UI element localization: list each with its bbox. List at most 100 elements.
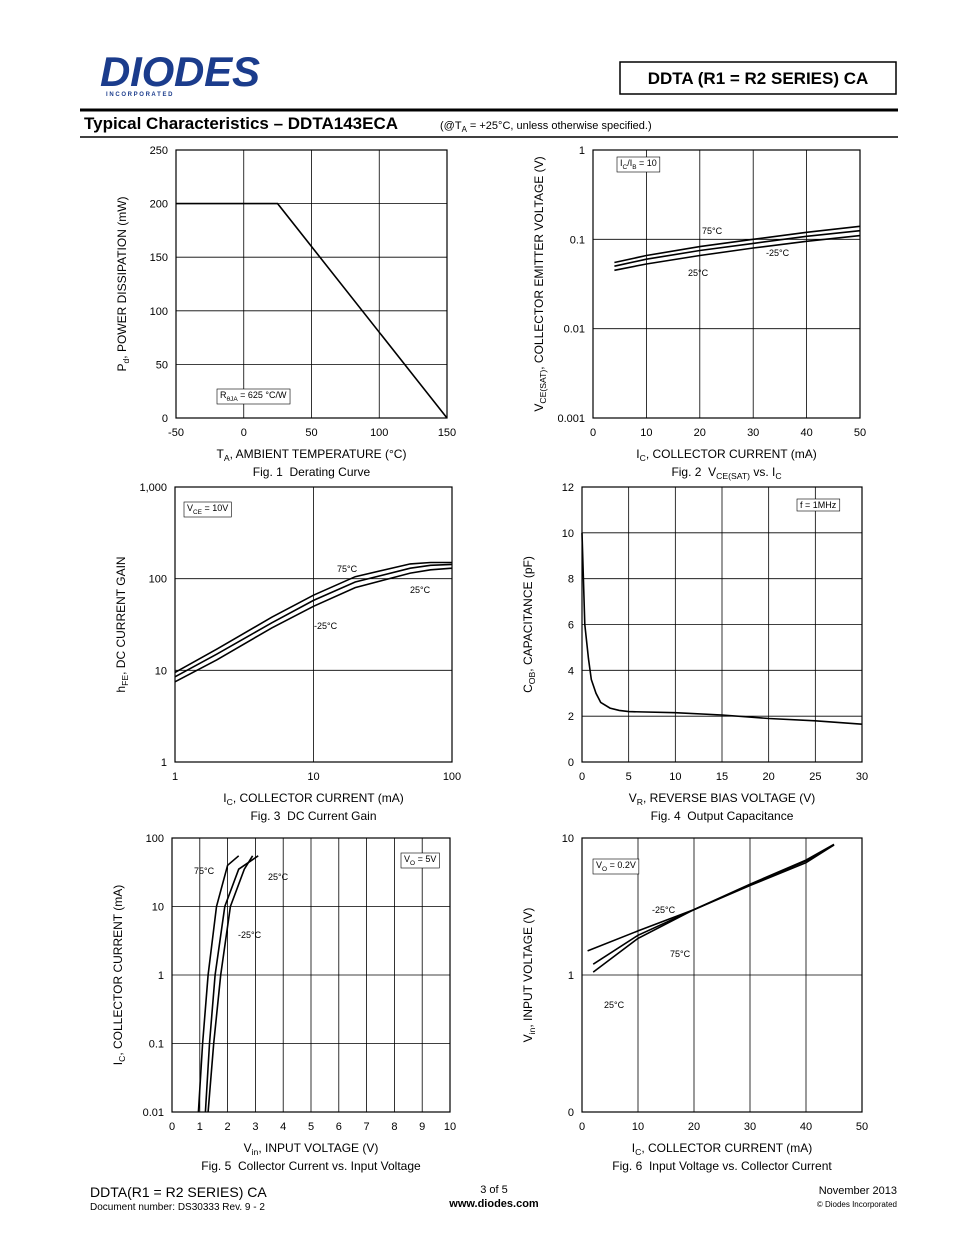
series-line <box>614 234 861 272</box>
y-tick-label: 100 <box>146 833 164 845</box>
y-tick-label: 1 <box>579 145 585 157</box>
x-tick-label: 100 <box>370 427 388 439</box>
series-label: 75°C <box>194 866 215 876</box>
annotation: f = 1MHz <box>800 500 837 510</box>
x-tick-label: 0 <box>169 1121 175 1133</box>
x-tick-label: 0 <box>579 771 585 783</box>
section-condition-part: A <box>462 125 468 134</box>
caption: Fig. 2 VCE(SAT) vs. IC <box>671 465 781 481</box>
x-tick-label: 1 <box>197 1121 203 1133</box>
section-condition-part: = +25°C, unless otherwise specified.) <box>467 120 652 132</box>
annotation-part: O <box>602 866 607 873</box>
x-axis-label-part: T <box>217 447 225 461</box>
series-line <box>204 855 259 1113</box>
x-tick-label: 5 <box>308 1121 314 1133</box>
y-axis-label-part: , COLLECTOR EMITTER VOLTAGE (V) <box>532 156 546 369</box>
y-tick-label: 0 <box>162 413 168 425</box>
x-axis-label-part: C <box>227 797 233 807</box>
x-tick-label: 15 <box>716 771 728 783</box>
series-line <box>614 225 861 264</box>
x-axis-label-part: A <box>224 453 230 463</box>
y-tick-label: 1 <box>568 970 574 982</box>
caption: Fig. 4 Output Capacitance <box>651 809 794 823</box>
x-tick-label: -50 <box>168 427 184 439</box>
x-axis-label-part: , INPUT VOLTAGE (V) <box>258 1141 378 1155</box>
y-axis-label-part: CE(SAT) <box>538 370 548 404</box>
y-tick-label: 150 <box>150 252 168 264</box>
y-axis-label-part: , POWER DISSIPATION (mW) <box>115 196 129 358</box>
y-axis-label: hFE, DC CURRENT GAIN <box>114 556 130 692</box>
annotation-box <box>400 852 440 869</box>
series-line <box>207 855 254 1113</box>
section-condition-part: (@T <box>440 120 462 132</box>
caption: Fig. 3 DC Current Gain <box>250 809 376 823</box>
x-tick-label: 40 <box>800 1121 812 1133</box>
x-tick-label: 0 <box>579 1121 585 1133</box>
y-tick-label: 0.1 <box>570 234 585 246</box>
x-tick-label: 30 <box>856 771 868 783</box>
annotation-box <box>796 498 841 512</box>
logo-sub: I N C O R P O R A T E D <box>106 92 173 98</box>
x-axis-label-part: in <box>252 1147 259 1157</box>
y-tick-label: 12 <box>562 482 574 494</box>
title-box <box>619 61 897 95</box>
annotation-part: B <box>632 164 636 171</box>
x-tick-label: 1 <box>172 771 178 783</box>
x-axis-label-part: , REVERSE BIAS VOLTAGE (V) <box>643 791 815 805</box>
x-axis-label: IC, COLLECTOR CURRENT (mA) <box>636 447 816 463</box>
y-axis-label-part: FE <box>120 675 130 686</box>
plot-area <box>592 149 861 419</box>
annotation-part: C <box>623 164 628 171</box>
series-label: 25°C <box>410 585 431 595</box>
caption-part: C <box>775 471 781 481</box>
annotation: VO = 5V <box>404 854 436 867</box>
series-label: 25°C <box>604 1000 625 1010</box>
annotation: RθJA = 625 °C/W <box>220 390 287 403</box>
y-tick-label: 0.001 <box>557 413 585 425</box>
x-tick-label: 50 <box>856 1121 868 1133</box>
x-axis-label-part: V <box>629 791 637 805</box>
figure: 0 10 20 30 40 500.0010.010.1175°C25°C-25°CIC/… <box>532 145 866 481</box>
annotation-box <box>592 858 640 875</box>
x-axis-label-part: I <box>632 1141 635 1155</box>
x-axis-label-part: V <box>244 1141 252 1155</box>
y-axis-label-part: V <box>521 1034 535 1042</box>
y-tick-label: 0.1 <box>149 1039 164 1051</box>
y-tick-label: 6 <box>568 620 574 632</box>
annotation-part: R <box>220 390 227 400</box>
figure: 1 10 100 1 10 100 1,000 75°C 25°C -25°C VCE = 10V I… <box>114 482 461 823</box>
x-tick-label: 0 <box>590 427 596 439</box>
annotation-part: V <box>187 503 193 513</box>
y-axis-label-part: d <box>121 359 131 364</box>
annotation-part: O <box>410 860 415 867</box>
x-tick-label: 10 <box>640 427 652 439</box>
caption-part: Fig. 2 V <box>671 465 716 479</box>
caption: Fig. 5 Collector Current vs. Input Volta… <box>201 1159 421 1173</box>
x-tick-label: 10 <box>307 771 319 783</box>
series-line <box>176 202 448 419</box>
x-tick-label: 100 <box>443 771 461 783</box>
y-tick-label: 100 <box>149 574 167 586</box>
y-tick-label: 0.01 <box>143 1107 164 1119</box>
x-tick-label: 30 <box>747 427 759 439</box>
series-label: 25°C <box>268 872 289 882</box>
series-label: -25°C <box>314 621 338 631</box>
annotation-box <box>216 388 291 405</box>
annotation-part: = 10V <box>202 503 228 513</box>
x-axis-label-part: , AMBIENT TEMPERATURE (°C) <box>230 447 407 461</box>
annotation-part: = 0.2V <box>607 860 636 870</box>
x-tick-label: 5 <box>626 771 632 783</box>
y-tick-label: 8 <box>568 574 574 586</box>
y-axis-label: IC, COLLECTOR CURRENT (mA) <box>111 885 127 1065</box>
annotation: VO = 0.2V <box>596 860 636 873</box>
y-axis-label-part: V <box>532 404 546 412</box>
y-axis-label: VCE(SAT), COLLECTOR EMITTER VOLTAGE (V) <box>532 156 548 411</box>
y-axis-label: COB, CAPACITANCE (pF) <box>521 556 537 693</box>
x-axis-label: IC, COLLECTOR CURRENT (mA) <box>632 1141 812 1157</box>
y-tick-label: 100 <box>150 306 168 318</box>
y-tick-label: 250 <box>150 145 168 157</box>
y-tick-label: 0 <box>568 757 574 769</box>
